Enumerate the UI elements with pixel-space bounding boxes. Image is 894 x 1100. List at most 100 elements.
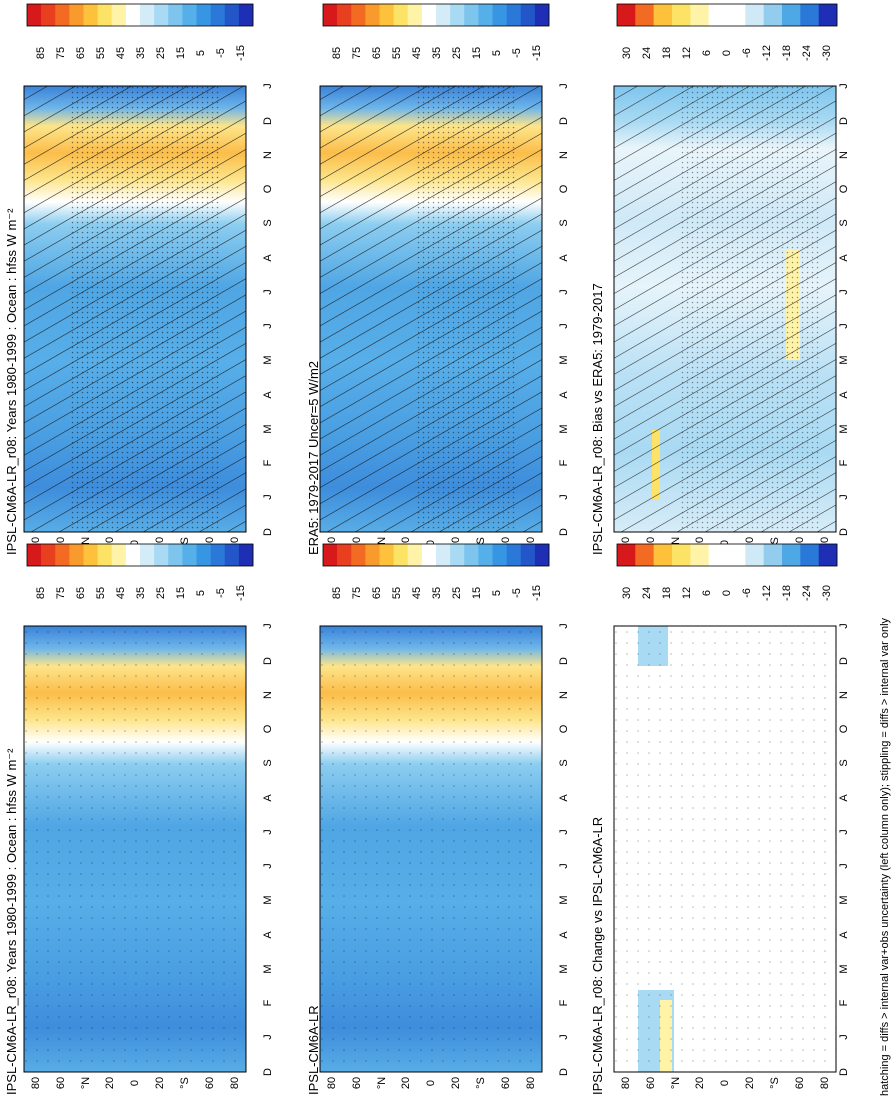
colorbar-swatch xyxy=(111,4,127,26)
month-tick: A xyxy=(558,794,570,802)
colorbar-label: 30 xyxy=(621,587,633,599)
colorbar-swatch xyxy=(55,544,70,566)
month-tick: D xyxy=(262,117,274,125)
colorbar-label: 5 xyxy=(195,50,207,56)
colorbar-swatch xyxy=(97,544,113,566)
colorbar-label: 45 xyxy=(115,587,127,599)
month-tick: A xyxy=(558,391,570,399)
colorbar: 85 75 65 55 45 35 25 15 5 -5 -15 xyxy=(322,3,550,61)
panel-title: IPSL-CM6A-LR_r08: Years 1980-1999 : Ocea… xyxy=(4,208,19,555)
colorbar-swatch xyxy=(154,544,169,566)
colorbar-swatch xyxy=(727,544,746,566)
colorbar-label: 45 xyxy=(411,587,423,599)
colorbar-swatch xyxy=(690,544,709,566)
panel-title: IPSL-CM6A-LR_r08: Years 1980-1999 : Ocea… xyxy=(4,748,19,1095)
colorbar-label: 6 xyxy=(701,590,713,596)
colorbar-swatch xyxy=(763,544,783,566)
colorbar-label: 65 xyxy=(371,587,383,599)
colorbar-swatch xyxy=(83,4,98,26)
month-tick: A xyxy=(838,794,850,802)
lat-tick: 80 xyxy=(525,1077,537,1089)
colorbar-label: 85 xyxy=(331,587,343,599)
colorbar-label: 25 xyxy=(451,47,463,59)
lat-tick: 0 xyxy=(425,540,437,546)
lat-ticks: 80 60 °N 20 0 20 °S 60 80 xyxy=(30,1077,241,1089)
colorbar-swatch xyxy=(635,4,654,26)
month-tick: J xyxy=(262,623,274,629)
colorbar-swatch xyxy=(818,4,838,26)
lat-tick: °S xyxy=(179,537,191,549)
month-ticks: D J F M A M J J A S O N D J xyxy=(262,83,274,536)
month-tick: O xyxy=(838,724,850,733)
lat-tick: °S xyxy=(475,1077,487,1089)
plot-frame xyxy=(319,625,543,1073)
colorbar-swatch xyxy=(125,544,141,566)
colorbar-frame xyxy=(616,3,838,27)
colorbar-label: -15 xyxy=(235,45,247,61)
colorbar-frame xyxy=(26,3,254,27)
panel-model-left: IPSL-CM6A-LR_r08: Years 1980-1999 : Ocea… xyxy=(4,3,274,555)
lat-tick: 20 xyxy=(104,1077,116,1089)
colorbar-label: 45 xyxy=(115,47,127,59)
colorbar-swatch xyxy=(238,4,254,26)
month-tick: A xyxy=(838,391,850,399)
colorbar-swatch xyxy=(140,544,155,566)
colorbar-frame xyxy=(322,543,550,567)
stippling xyxy=(320,626,542,1072)
month-tick: J xyxy=(262,494,274,500)
colorbar-label: -12 xyxy=(761,585,773,601)
lat-tick: °S xyxy=(769,1077,781,1089)
colorbar-label: -15 xyxy=(531,585,543,601)
plot-frame xyxy=(319,85,543,533)
month-tick: J xyxy=(558,829,570,835)
colorbar-swatch xyxy=(520,544,536,566)
stippling xyxy=(416,86,516,532)
colorbar-label: -6 xyxy=(741,588,753,598)
month-tick: F xyxy=(838,999,850,1006)
colorbar-label: -18 xyxy=(781,45,793,61)
lat-tick: 20 xyxy=(694,1077,706,1089)
month-tick: J xyxy=(838,1034,850,1040)
month-tick: O xyxy=(838,184,850,193)
colorbar-label: -12 xyxy=(761,45,773,61)
colorbar-swatch xyxy=(763,4,783,26)
month-tick: J xyxy=(262,829,274,835)
colorbar-swatch xyxy=(168,4,183,26)
colorbar-swatch xyxy=(238,544,254,566)
colorbar-label: 15 xyxy=(471,587,483,599)
month-tick: A xyxy=(262,391,274,399)
colorbar-swatch xyxy=(436,544,451,566)
colorbar-swatch xyxy=(745,544,764,566)
colorbar-label: 24 xyxy=(641,587,653,599)
month-tick: O xyxy=(558,724,570,733)
month-tick: J xyxy=(262,289,274,295)
colorbar-label: 15 xyxy=(175,587,187,599)
lat-tick: 0 xyxy=(719,540,731,546)
colorbar-swatch xyxy=(27,4,42,26)
month-tick: F xyxy=(558,999,570,1006)
lat-tick: 20 xyxy=(450,1077,462,1089)
lat-tick: 80 xyxy=(819,1077,831,1089)
colorbar-swatch xyxy=(55,4,70,26)
colorbar-label: 25 xyxy=(155,587,167,599)
month-tick: M xyxy=(838,964,850,973)
colorbar-swatch xyxy=(464,4,479,26)
colorbar-label: -15 xyxy=(531,45,543,61)
month-tick: M xyxy=(558,355,570,364)
colorbar-frame xyxy=(26,543,254,567)
panel-title: IPSL-CM6A-LR_r08: Bias vs ERA5: 1979-201… xyxy=(590,283,605,555)
month-tick: F xyxy=(262,459,274,466)
colorbar-swatch xyxy=(478,544,493,566)
colorbar-label: -30 xyxy=(821,45,833,61)
month-tick: S xyxy=(838,219,850,226)
lat-tick: 20 xyxy=(744,1077,756,1089)
colorbar-label: 18 xyxy=(661,47,673,59)
month-tick: M xyxy=(838,355,850,364)
colorbar-swatch xyxy=(534,4,550,26)
colorbar-swatch xyxy=(365,544,380,566)
month-tick: O xyxy=(558,184,570,193)
colorbar-label: 75 xyxy=(55,47,67,59)
colorbar-swatch xyxy=(351,4,366,26)
lat-tick: 60 xyxy=(55,1077,67,1089)
